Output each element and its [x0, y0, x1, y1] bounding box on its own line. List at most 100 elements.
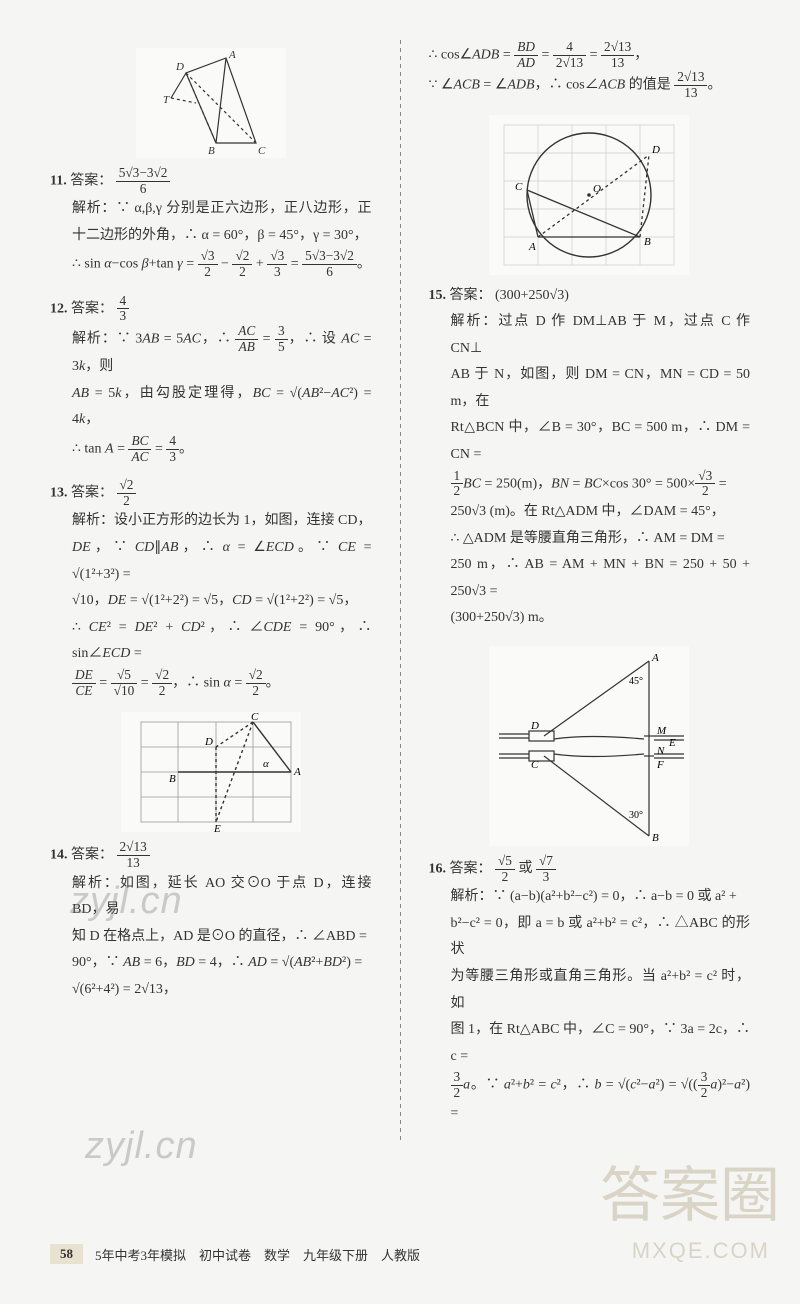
svg-text:30°: 30° — [629, 810, 643, 821]
q14-line3: 90°，∵ AB = 6，BD = 4，∴ AD = √(AB²+BD²) = — [72, 950, 372, 977]
column-divider — [400, 40, 401, 1141]
q14-line2: 知 D 在格点上，AD 是⊙O 的直径，∴ ∠ABD = — [72, 924, 372, 951]
q11-answer-label: 答案： — [70, 173, 112, 188]
svg-text:D: D — [530, 720, 539, 732]
svg-text:N: N — [656, 745, 665, 757]
question-11: 11. 答案： 5√3−3√26 解析：∵ α,β,γ 分别是正六边形，正八边形… — [50, 166, 372, 280]
svg-text:M: M — [656, 725, 667, 737]
q14b-line1: ∴ cos∠ADB = BDAD = 42√13 = 2√1313， — [429, 40, 751, 70]
q13-line1: 设小正方形的边长为 1，如图，连接 CD， — [114, 513, 371, 528]
diagram-q15: A B D C M N E F 45° 30° — [489, 646, 689, 846]
diagram-q10: A D T B C — [136, 48, 286, 158]
q11-number: 11. — [50, 173, 67, 188]
q13-line3: √10，DE = √(1²+2²) = √5，CD = √(1²+2²) = √… — [72, 588, 372, 615]
left-column: A D T B C 11. 答案： 5√3−3√26 解析：∵ α,β,γ 分别… — [50, 40, 372, 1141]
svg-text:O: O — [593, 183, 601, 195]
q13-line5: DECE = √5√10 = √22，∴ sin α = √22。 — [72, 668, 372, 698]
two-column-layout: A D T B C 11. 答案： 5√3−3√26 解析：∵ α,β,γ 分别… — [50, 40, 750, 1141]
svg-text:B: B — [652, 832, 659, 844]
q15-line2: AB 于 N，如图，则 DM = CN，MN = CD = 50 m，在 — [451, 362, 751, 415]
footer-text: 5年中考3年模拟 初中试卷 数学 九年级下册 人教版 — [95, 1245, 420, 1264]
q11-explanation: 解析：∵ α,β,γ 分别是正六边形，正八边形，正十二边形的外角，∴ α = 6… — [72, 196, 372, 279]
svg-text:B: B — [169, 773, 176, 785]
q13-number: 13. — [50, 486, 68, 501]
q14-continued: ∴ cos∠ADB = BDAD = 42√13 = 2√1313， ∵ ∠AC… — [429, 40, 751, 101]
page-container: A D T B C 11. 答案： 5√3−3√26 解析：∵ α,β,γ 分别… — [0, 0, 800, 1201]
q12-explain-label: 解析： — [72, 331, 117, 346]
q15-line3: Rt△BCN 中，∠B = 30°，BC = 500 m，∴ DM = CN = — [451, 415, 751, 468]
svg-text:C: C — [258, 145, 266, 157]
question-14: 14. 答案： 2√1313 解析：如图，延长 AO 交⊙O 于点 D，连接 B… — [50, 840, 372, 1003]
q14-answer: 2√1313 — [117, 840, 150, 870]
q13-line2: DE，∵ CD∥AB，∴ α = ∠ECD。∵ CE = √(1²+3²) = — [72, 535, 372, 588]
svg-text:C: C — [531, 759, 539, 771]
q13-line4: ∴ CE² = DE² + CD²，∴ ∠CDE = 90°，∴ sin∠ECD… — [72, 615, 372, 668]
q14-explain-label: 解析： — [72, 876, 120, 891]
svg-text:A: A — [651, 652, 659, 664]
q15-answer: (300+250√3) — [495, 288, 569, 303]
svg-text:D: D — [204, 736, 213, 748]
svg-text:C: C — [251, 712, 259, 723]
svg-text:C: C — [515, 181, 523, 193]
q16-line1: ∵ (a−b)(a²+b²−c²) = 0，∴ a−b = 0 或 a² + — [493, 889, 737, 904]
svg-text:α: α — [263, 758, 269, 770]
question-15: 15. 答案： (300+250√3) 解析：过点 D 作 DM⊥AB 于 M，… — [429, 283, 751, 632]
q16-line5: 32a。∵ a²+b² = c²，∴ b = √(c²−a²) = √((32a… — [451, 1070, 751, 1127]
page-number: 58 — [50, 1244, 83, 1264]
q15-number: 15. — [429, 288, 447, 303]
q14-number: 14. — [50, 848, 68, 863]
svg-text:F: F — [656, 759, 664, 771]
question-13: 13. 答案： √22 解析：设小正方形的边长为 1，如图，连接 CD， DE，… — [50, 478, 372, 698]
page-footer: 58 5年中考3年模拟 初中试卷 数学 九年级下册 人教版 — [50, 1244, 750, 1264]
q14-line4: √(6²+4²) = 2√13， — [72, 977, 372, 1004]
question-16: 16. 答案： √52 或 √73 解析：∵ (a−b)(a²+b²−c²) =… — [429, 854, 751, 1127]
q16-line3: 为等腰三角形或直角三角形。当 a²+b² = c² 时，如 — [451, 964, 751, 1017]
q15-line5: 250√3 (m)。在 Rt△ADM 中，∠DAM = 45°， — [451, 499, 751, 526]
q16-explain-label: 解析： — [451, 889, 493, 904]
q13-answer-label: 答案： — [71, 486, 113, 501]
svg-text:A: A — [293, 766, 301, 778]
q13-answer: √22 — [117, 478, 137, 508]
q16-number: 16. — [429, 861, 447, 876]
q16-answer-label: 答案： — [450, 861, 492, 876]
q12-explanation: 解析：∵ 3AB = 5AC，∴ ACAB = 35，∴ 设 AC = 3k，则… — [72, 324, 372, 464]
q12-number: 12. — [50, 301, 68, 316]
q15-line7: 250 m，∴ AB = AM + MN + BN = 250 + 50 + 2… — [451, 552, 751, 605]
q12-answer-label: 答案： — [71, 301, 113, 316]
q11-answer: 5√3−3√26 — [116, 166, 171, 196]
q11-line2: ∴ sin α−cos β+tan γ = √32 − √22 + √33 = … — [72, 249, 372, 279]
right-column: ∴ cos∠ADB = BDAD = 42√13 = 2√1313， ∵ ∠AC… — [429, 40, 751, 1141]
q13-explain-label: 解析： — [72, 513, 114, 528]
svg-text:T: T — [163, 94, 170, 106]
svg-text:B: B — [644, 236, 651, 248]
svg-text:45°: 45° — [629, 676, 643, 687]
q15-explain-label: 解析： — [451, 314, 499, 329]
q11-explain-label: 解析： — [72, 201, 116, 216]
svg-text:B: B — [208, 145, 215, 157]
q14-explanation: 解析：如图，延长 AO 交⊙O 于点 D，连接 BD，易 知 D 在格点上，AD… — [72, 871, 372, 1004]
svg-text:D: D — [651, 144, 660, 156]
q16-line4: 图 1，在 Rt△ABC 中，∠C = 90°，∵ 3a = 2c，∴ c = — [451, 1017, 751, 1070]
q15-answer-label: 答案： — [450, 288, 492, 303]
svg-text:D: D — [175, 61, 184, 73]
q13-explanation: 解析：设小正方形的边长为 1，如图，连接 CD， DE，∵ CD∥AB，∴ α … — [72, 508, 372, 698]
svg-text:A: A — [228, 49, 236, 61]
q16-line2: b²−c² = 0，即 a = b 或 a²+b² = c²，∴ △ABC 的形… — [451, 911, 751, 964]
q12-line2: AB = 5k，由勾股定理得，BC = √(AB²−AC²) = 4k， — [72, 381, 372, 434]
diagram-q14: A B C D O — [489, 115, 689, 275]
q12-line3: ∴ tan A = BCAC = 43。 — [72, 434, 372, 464]
q15-line4: 12BC = 250(m)，BN = BC×cos 30° = 500×√32 … — [451, 469, 751, 499]
svg-text:E: E — [668, 737, 676, 749]
q16-answer: √52 或 √73 — [495, 861, 556, 876]
q12-answer: 43 — [117, 294, 130, 324]
svg-text:E: E — [213, 823, 221, 832]
q14b-line2: ∵ ∠ACB = ∠ADB，∴ cos∠ACB 的值是 2√1313。 — [429, 70, 751, 100]
q11-explain-text: ∵ α,β,γ 分别是正六边形，正八边形，正十二边形的外角，∴ α = 60°，… — [72, 201, 372, 243]
question-12: 12. 答案： 43 解析：∵ 3AB = 5AC，∴ ACAB = 35，∴ … — [50, 294, 372, 465]
q16-explanation: 解析：∵ (a−b)(a²+b²−c²) = 0，∴ a−b = 0 或 a² … — [451, 884, 751, 1127]
q14-answer-label: 答案： — [71, 848, 113, 863]
svg-text:A: A — [528, 241, 536, 253]
diagram-q13: C A B D E α — [121, 712, 301, 832]
q15-line6: ∴ △ADM 是等腰直角三角形，∴ AM = DM = — [451, 526, 751, 553]
q15-line8: (300+250√3) m。 — [451, 605, 751, 632]
